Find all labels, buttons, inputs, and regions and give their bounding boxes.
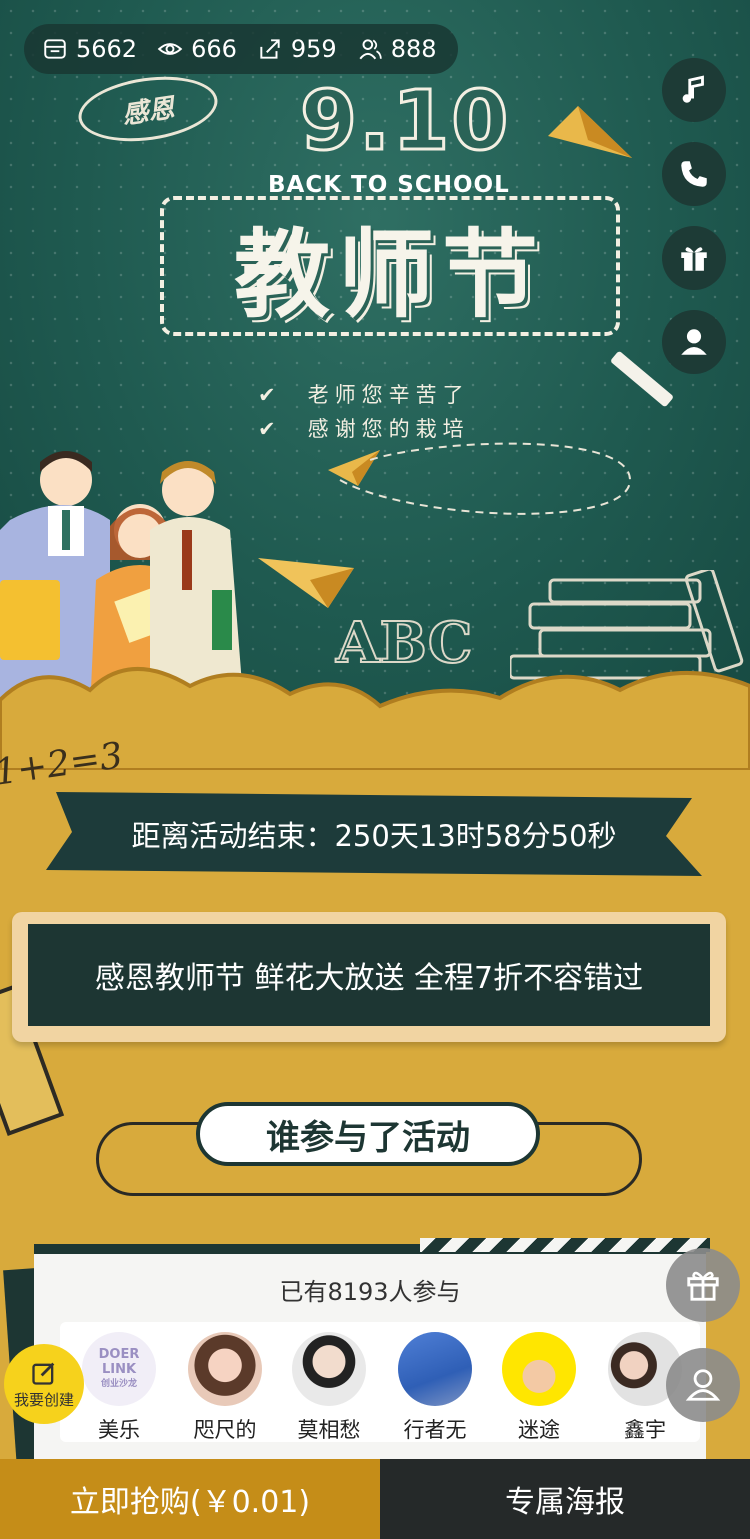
- gift-icon: [687, 1271, 719, 1301]
- create-button-label: 我要创建: [13, 1390, 74, 1409]
- stat-stores-value: 5662: [76, 35, 138, 63]
- music-icon: [682, 75, 704, 103]
- doerlink-logo: DOER LINK 创业沙龙: [82, 1332, 156, 1406]
- avatar-photo: [188, 1332, 262, 1406]
- participant-name: 迷途: [518, 1418, 560, 1442]
- participant-name: 咫尺的: [193, 1418, 257, 1442]
- stat-users: 888: [357, 35, 437, 63]
- notice-board: 感恩教师节 鲜花大放送 全程7折不容错过: [12, 912, 726, 1042]
- music-button[interactable]: [662, 58, 726, 122]
- stat-views-value: 666: [191, 35, 237, 63]
- participant-avatar[interactable]: 咫尺的: [180, 1332, 270, 1444]
- participant-name: 美乐: [98, 1418, 140, 1442]
- floating-user-button[interactable]: [666, 1348, 740, 1422]
- eye-icon: [157, 43, 183, 55]
- participant-name: 行者无: [403, 1418, 467, 1442]
- bottom-bar: 立即抢购(￥0.01) 专属海报: [0, 1459, 750, 1539]
- store-icon: [44, 39, 66, 59]
- stats-bar: 5662 666 959 888: [24, 24, 458, 74]
- back-to-school-text: BACK TO SCHOOL: [268, 172, 510, 198]
- cloud-divider: [0, 666, 750, 770]
- stat-views: 666: [157, 35, 237, 63]
- flight-path: [339, 442, 632, 515]
- avatar-photo: [502, 1332, 576, 1406]
- floating-gift-button[interactable]: [666, 1248, 740, 1322]
- teachers-students-illustration: [0, 451, 244, 710]
- slogan-1: ✔ 老师您辛苦了: [258, 378, 470, 412]
- slogans: ✔ 老师您辛苦了 ✔ 感谢您的栽培: [258, 378, 470, 446]
- abc-doodle: ABC: [335, 609, 473, 677]
- create-button[interactable]: 我要创建: [4, 1344, 84, 1424]
- countdown-ribbon: [46, 792, 702, 876]
- notice-text: 感恩教师节 鲜花大放送 全程7折不容错过: [28, 924, 710, 1026]
- logo-line1: DOER: [98, 1346, 140, 1362]
- avatar-photo: [292, 1332, 366, 1406]
- logo-line2: LINK: [101, 1361, 137, 1377]
- hero-banner: 感恩 9.10 BACK TO SCHOOL 教师节 ✔ 老师您辛苦了 ✔ 感谢您的…: [0, 0, 750, 720]
- stat-users-value: 888: [390, 35, 437, 63]
- gift-icon: [681, 247, 707, 271]
- avatar-photo: [398, 1332, 472, 1406]
- date-title: 9.10: [298, 73, 511, 171]
- paper-plane-icon: [258, 558, 354, 608]
- user-icon: [681, 329, 707, 355]
- countdown-text: 距离活动结束：250天13时58分50秒: [131, 819, 617, 853]
- avatar-row: [60, 1322, 700, 1442]
- poster-button[interactable]: 专属海报: [380, 1459, 750, 1539]
- check-icon: ✔: [258, 417, 282, 441]
- users-icon: [359, 39, 382, 60]
- stat-shares-value: 959: [290, 35, 337, 63]
- contact-button[interactable]: [662, 310, 726, 374]
- gift-button[interactable]: [662, 226, 726, 290]
- teachers-day-title: 教师节: [160, 196, 620, 336]
- participant-avatar[interactable]: 莫相愁: [284, 1332, 374, 1444]
- slogan-1-text: 老师您辛苦了: [307, 383, 470, 407]
- participant-avatar[interactable]: DOER LINK 创业沙龙 美乐: [74, 1332, 164, 1444]
- stat-stores: 5662: [42, 35, 137, 63]
- participants-stripe: [420, 1238, 710, 1252]
- section-title: 谁参与了活动: [196, 1102, 540, 1166]
- stat-shares: 959: [257, 35, 337, 63]
- check-icon: ✔: [258, 383, 282, 407]
- slogan-2-text: 感谢您的栽培: [307, 417, 470, 441]
- phone-icon: [681, 161, 707, 187]
- badge-text: 感恩: [120, 93, 177, 130]
- phone-button[interactable]: [662, 142, 726, 206]
- share-icon: [260, 39, 280, 59]
- edit-icon: [32, 1362, 55, 1385]
- slogan-2: ✔ 感谢您的栽培: [258, 412, 470, 446]
- logo-sub: 创业沙龙: [100, 1378, 137, 1389]
- participant-name: 莫相愁: [297, 1418, 361, 1442]
- user-icon: [685, 1369, 721, 1401]
- participants-count: 已有8193人参与: [279, 1278, 461, 1306]
- paper-plane-icon: [548, 106, 632, 158]
- participant-name: 鑫宇: [624, 1418, 666, 1442]
- title-text: 教师节: [234, 218, 546, 331]
- participant-avatar[interactable]: 行者无: [390, 1332, 480, 1444]
- participant-avatar[interactable]: 迷途: [494, 1332, 584, 1444]
- books-doodle: [510, 570, 744, 680]
- buy-now-button[interactable]: 立即抢购(￥0.01): [0, 1459, 380, 1539]
